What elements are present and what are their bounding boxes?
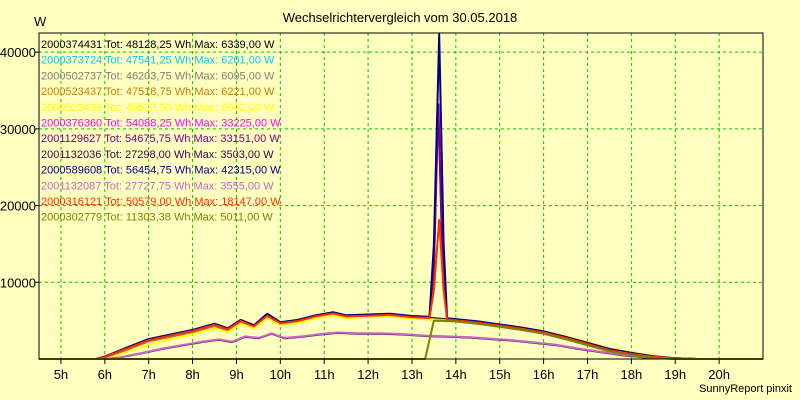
legend-entry-2001132087: 2001132087 Tot: 27727,75 Wh Max: 3555,00… [41, 180, 274, 192]
x-tick-label: 9h [229, 367, 243, 382]
plot-area [39, 33, 763, 359]
x-tick-label: 17h [577, 367, 599, 382]
series-line-2001132087 [39, 331, 763, 360]
legend-entry-2000502737: 2000502737 Tot: 46203,75 Wh Max: 6095,00… [41, 70, 275, 82]
y-unit-label: W [34, 14, 47, 29]
x-tick-label: 16h [533, 367, 555, 382]
y-tick-label: 20000 [0, 199, 36, 214]
legend-entry-2000523437: 2000523437 Tot: 47518,75 Wh Max: 6221,00… [41, 86, 275, 98]
x-tick-label: 19h [664, 367, 686, 382]
x-tick-label: 5h [54, 367, 68, 382]
legend-entry-2000523439: 2000523439 Tot: 45523,50 Wh Max: 6042,00… [41, 102, 275, 114]
series-line-2000316121 [39, 218, 763, 360]
legend-entry-2001132036: 2001132036 Tot: 27298,00 Wh Max: 3503,00… [41, 149, 274, 161]
x-tick-label: 11h [314, 367, 335, 382]
x-tick-label: 15h [489, 367, 511, 382]
x-tick-label: 18h [621, 367, 643, 382]
x-tick-label: 13h [401, 367, 423, 382]
x-tick-label: 7h [141, 367, 155, 382]
x-tick-label: 8h [185, 367, 199, 382]
legend-entry-2000302779: 2000302779 Tot: 11303,38 Wh Max: 5011,00… [41, 212, 273, 224]
x-tick-label: 14h [445, 367, 467, 382]
x-tick-label: 6h [98, 367, 112, 382]
chart-title: Wechselrichtervergleich vom 30.05.2018 [282, 10, 518, 25]
legend-entry-2000374431: 2000374431 Tot: 48128,25 Wh Max: 6339,00… [41, 39, 275, 51]
legend-entry-2000316121: 2000316121 Tot: 50579,00 Wh Max: 18147,0… [41, 196, 281, 208]
series-line-2000302779 [39, 319, 763, 360]
legend-entry-2000373724: 2000373724 Tot: 47541,25 Wh Max: 6201,00… [41, 55, 275, 67]
y-tick-label: 10000 [0, 275, 36, 290]
series-line-2000589608 [39, 33, 763, 360]
plot-frame [38, 32, 764, 360]
y-tick-label: 30000 [0, 122, 36, 137]
x-tick-label: 12h [357, 367, 379, 382]
credit-label: SunnyReport pinxit [699, 383, 792, 395]
legend-entry-2000376360: 2000376360 Tot: 54088,25 Wh Max: 33225,0… [41, 118, 281, 130]
legend-entry-2000589608: 2000589608 Tot: 56454,75 Wh Max: 42315,0… [41, 165, 281, 177]
legend-entry-2001129627: 2001129627 Tot: 54675,75 Wh Max: 33151,0… [41, 133, 280, 145]
x-tick-label: 20h [708, 367, 730, 382]
x-tick-label: 10h [269, 367, 291, 382]
y-tick-label: 40000 [0, 45, 36, 60]
